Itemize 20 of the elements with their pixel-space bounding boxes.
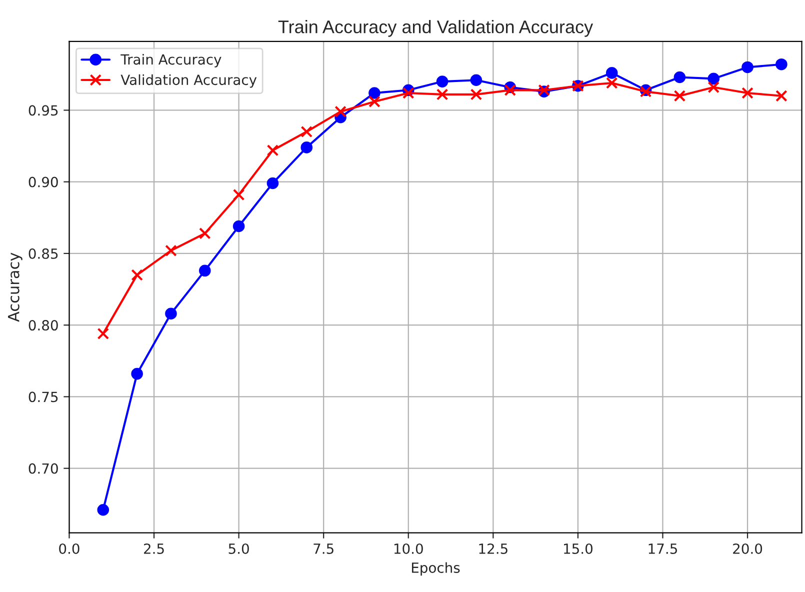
y-tick-label: 0.85 <box>28 248 58 259</box>
x-tick-label: 7.5 <box>314 544 334 554</box>
y-tick-label: 0.80 <box>28 320 58 331</box>
y-tick-label: 0.95 <box>28 105 58 116</box>
x-axis-title: Epochs <box>412 562 460 576</box>
y-tick-label: 0.75 <box>28 392 58 402</box>
chart-title: Train Accuracy and Validation Accuracy <box>278 20 594 37</box>
x-tick-label: 5.0 <box>228 543 249 554</box>
x-tick-label: 12.5 <box>479 543 508 554</box>
y-tick-label: 0.70 <box>28 463 58 474</box>
x-tick-label: 10.0 <box>394 543 423 554</box>
legend-label: Train Accuracy <box>120 54 222 68</box>
x-tick-label: 20.0 <box>733 543 762 554</box>
y-tick-label: 0.90 <box>28 176 58 188</box>
y-axis-title: Accuracy <box>8 252 22 322</box>
legend-label: Validation Accuracy <box>120 74 257 88</box>
x-tick-label: 2.5 <box>144 543 164 554</box>
x-tick-label: 17.5 <box>648 544 677 554</box>
x-tick-label: 15.0 <box>564 543 592 554</box>
x-tick-label: 0.0 <box>59 543 80 554</box>
